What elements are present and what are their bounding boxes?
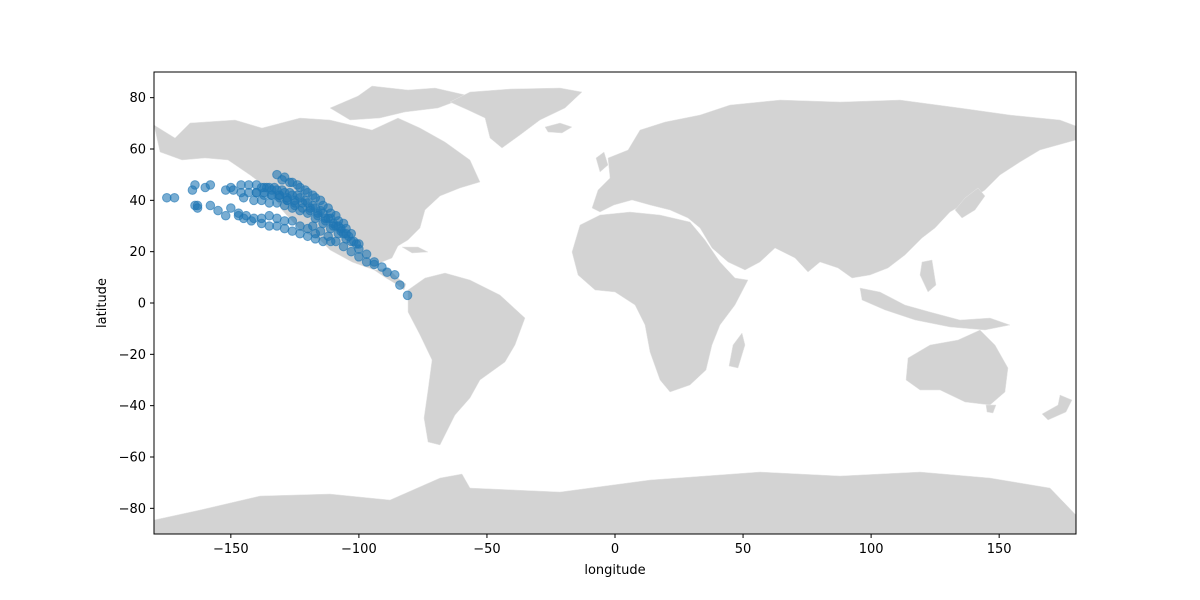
land-tasmania [985, 404, 997, 414]
scatter-point [287, 177, 298, 188]
scatter-point [295, 192, 305, 203]
scatter-point [402, 290, 413, 301]
land-caribbean [401, 246, 429, 254]
land-south-america [407, 272, 526, 446]
scatter-point [246, 216, 257, 226]
scatter-point [348, 236, 359, 247]
x-tick-label: 0 [611, 542, 619, 557]
land-uk [595, 151, 609, 173]
scatter-point [310, 203, 321, 213]
scatter-point [389, 269, 400, 280]
scatter-point [238, 192, 249, 203]
y-tick-label: 0 [138, 297, 146, 312]
scatter-point [307, 221, 318, 231]
scatter-point [205, 180, 216, 190]
land-madagascar [728, 332, 746, 369]
land-new-zealand [1041, 394, 1073, 421]
scatter-point [279, 172, 290, 183]
scatter-point [338, 241, 349, 252]
land-africa [571, 211, 749, 393]
land-australia [905, 329, 1009, 406]
y-tick-label: 40 [129, 194, 146, 209]
y-tick-label: 20 [129, 245, 146, 260]
y-tick-label: −60 [119, 451, 146, 466]
land-antarctica [154, 471, 1076, 534]
scatter-point [192, 203, 203, 213]
scatter-point [341, 228, 351, 239]
scatter-point [315, 226, 326, 236]
scatter-point [169, 192, 180, 203]
scatter-point [295, 182, 305, 193]
y-tick-label: 80 [129, 91, 146, 106]
scatter-point [346, 246, 357, 257]
x-axis-label: longitude [584, 563, 645, 578]
scatter-point [302, 198, 313, 208]
scatter-point [213, 205, 223, 216]
scatter-point [354, 251, 364, 262]
scatter-point [287, 216, 298, 226]
x-tick-label: 100 [859, 542, 884, 557]
y-axis-ticks: −80 −60 −40 −20 0 20 40 60 80 [119, 91, 154, 517]
x-tick-label: 150 [987, 542, 1012, 557]
land-iceland [544, 122, 573, 134]
land-philippines [919, 259, 937, 293]
x-tick-label: −50 [473, 542, 500, 557]
x-tick-label: 50 [735, 542, 752, 557]
scatter-point [323, 231, 333, 242]
y-tick-label: −80 [119, 502, 146, 517]
y-tick-label: −20 [119, 348, 146, 363]
land-greenland [449, 87, 583, 149]
scatter-point [395, 280, 405, 290]
scatter-point [226, 203, 236, 213]
scatter-point [333, 221, 344, 231]
scatter-point [325, 213, 336, 224]
x-tick-label: −100 [341, 542, 377, 557]
land-eurasia [591, 99, 1076, 279]
y-tick-label: 60 [129, 143, 146, 158]
land-southeast-asia [859, 287, 1011, 331]
scatter-point [331, 236, 341, 247]
x-axis-ticks: −150 −100 −50 0 50 100 150 [213, 534, 1012, 557]
scatter-point [302, 187, 313, 198]
land-japan [954, 187, 986, 219]
y-tick-label: −40 [119, 399, 146, 414]
scatter-point [310, 192, 321, 203]
x-tick-label: −150 [213, 542, 249, 557]
y-axis-label: latitude [95, 278, 110, 328]
scatter-points-layer [162, 169, 413, 301]
scatter-point [190, 180, 200, 190]
scatter-point [205, 200, 216, 211]
scatter-point [318, 208, 328, 218]
scatter-point [220, 210, 231, 221]
